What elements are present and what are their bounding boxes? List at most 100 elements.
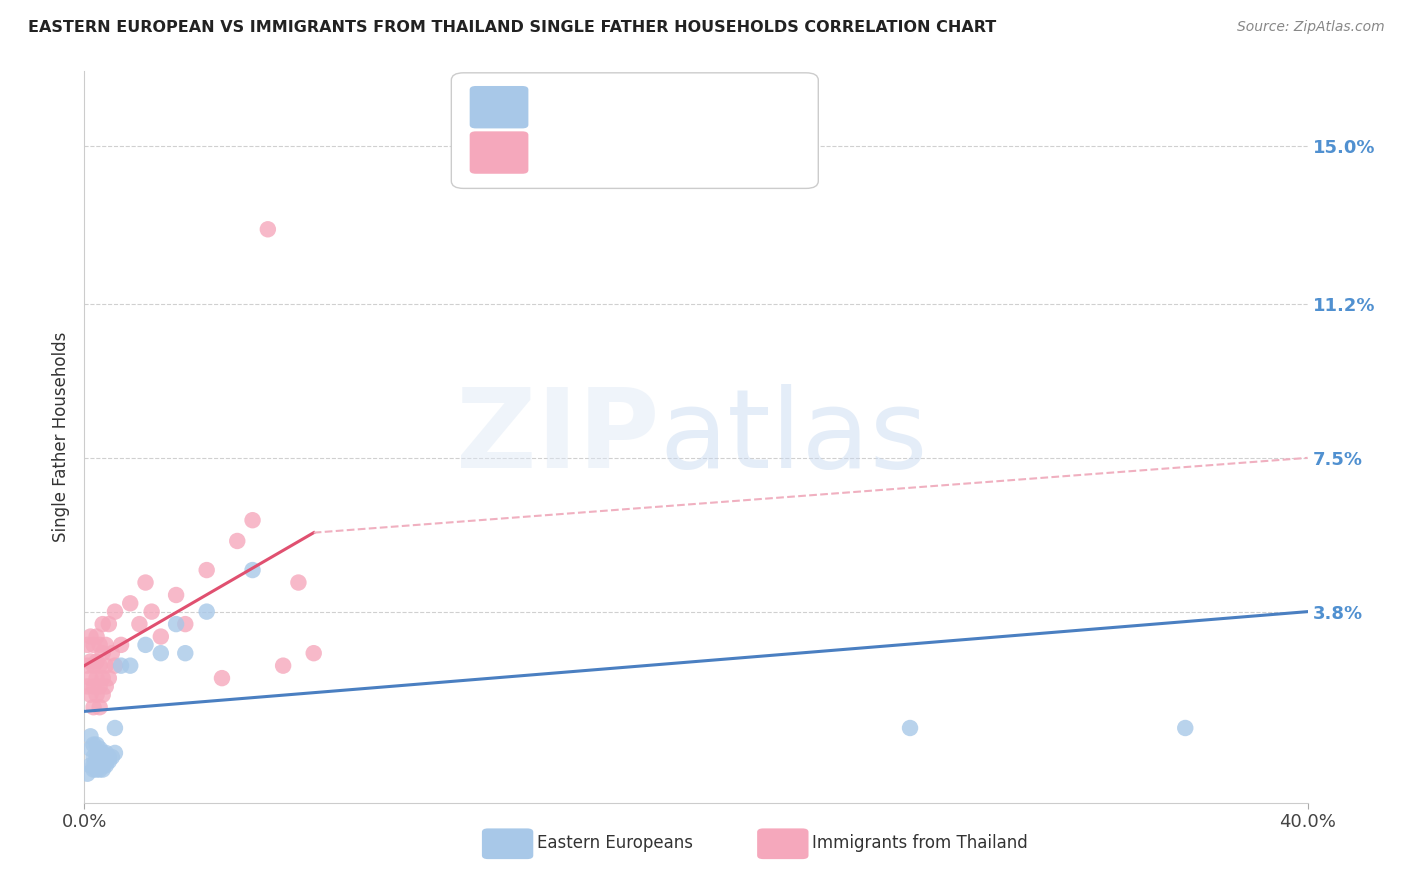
Point [94,746,117,760]
Point [271,658,294,673]
Point [165,617,187,632]
Point [174,646,197,660]
Point [89,680,111,694]
Point [1174,721,1197,735]
Point [91,746,114,760]
Point [94,754,117,768]
FancyBboxPatch shape [470,131,529,174]
Point [97,671,120,685]
Point [94,658,117,673]
Point [91,758,114,772]
Point [86,630,108,644]
Point [898,721,921,735]
Point [79,729,101,743]
Point [86,750,108,764]
Point [83,700,105,714]
Point [91,617,114,632]
Point [110,638,132,652]
Point [91,688,114,702]
Point [104,658,127,673]
Point [91,671,114,685]
FancyBboxPatch shape [482,829,533,859]
Point [149,630,172,644]
Point [76,680,98,694]
Point [141,605,163,619]
Point [149,646,172,660]
Point [242,513,264,527]
FancyBboxPatch shape [451,73,818,188]
Point [104,721,127,735]
FancyBboxPatch shape [470,86,529,128]
Point [211,671,233,685]
Point [86,738,108,752]
Point [120,596,142,610]
Point [104,605,127,619]
Point [89,700,111,714]
Point [226,533,249,548]
Point [89,638,111,652]
Point [174,617,197,632]
Text: ZIP: ZIP [456,384,659,491]
Text: Source: ZipAtlas.com: Source: ZipAtlas.com [1237,20,1385,34]
Point [94,758,117,772]
Point [165,588,187,602]
Point [195,563,218,577]
Point [79,671,101,685]
Point [128,617,150,632]
Point [110,658,132,673]
Point [86,655,108,669]
Point [79,655,101,669]
Point [83,658,105,673]
Point [91,646,114,660]
FancyBboxPatch shape [758,829,808,859]
Point [89,750,111,764]
Point [76,658,98,673]
Point [91,754,114,768]
Point [79,741,101,756]
Point [89,754,111,768]
Y-axis label: Single Father Households: Single Father Households [52,332,70,542]
Point [97,754,120,768]
Point [79,630,101,644]
Point [86,688,108,702]
Point [89,758,111,772]
Point [97,750,120,764]
Point [257,222,280,236]
Point [83,750,105,764]
Point [86,671,108,685]
Point [94,638,117,652]
Text: R = 0.222: R = 0.222 [534,95,633,113]
Text: EASTERN EUROPEAN VS IMMIGRANTS FROM THAILAND SINGLE FATHER HOUSEHOLDS CORRELATIO: EASTERN EUROPEAN VS IMMIGRANTS FROM THAI… [28,20,997,35]
Text: Immigrants from Thailand: Immigrants from Thailand [813,834,1028,852]
Point [89,658,111,673]
Point [86,763,108,777]
Point [91,763,114,777]
Point [101,750,124,764]
Point [83,758,105,772]
Point [104,746,127,760]
Text: R = 0.265: R = 0.265 [534,141,633,160]
Text: atlas: atlas [659,384,928,491]
Point [135,638,157,652]
Point [120,658,142,673]
Point [76,638,98,652]
Point [89,763,111,777]
Point [83,738,105,752]
Point [135,575,157,590]
Point [101,646,124,660]
Text: N = 47: N = 47 [672,141,740,160]
Point [89,741,111,756]
Point [242,563,264,577]
Text: N = 39: N = 39 [672,95,740,113]
Point [94,680,117,694]
Point [83,680,105,694]
Text: Eastern Europeans: Eastern Europeans [537,834,693,852]
Point [79,758,101,772]
Point [76,766,98,780]
Point [83,763,105,777]
Point [86,754,108,768]
Point [302,646,325,660]
Point [79,688,101,702]
Point [83,638,105,652]
Point [195,605,218,619]
